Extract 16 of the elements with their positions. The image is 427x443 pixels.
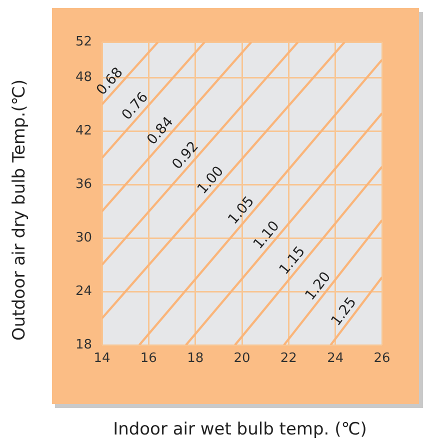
y-tick-label: 36	[75, 176, 92, 192]
x-tick-label: 20	[234, 351, 250, 366]
y-tick-label: 52	[75, 34, 92, 50]
x-axis-title: Indoor air wet bulb temp. (℃)	[113, 419, 367, 440]
x-tick-label: 22	[280, 351, 297, 366]
x-tick-label: 14	[94, 351, 110, 366]
y-axis-title: Outdoor air dry bulb Temp.(℃)	[9, 79, 30, 341]
x-tick-label: 18	[187, 351, 204, 366]
y-tick-label: 42	[75, 123, 92, 138]
x-tick-label: 16	[140, 351, 157, 366]
y-tick-label: 30	[75, 230, 92, 246]
x-tick-label: 24	[327, 351, 344, 366]
y-tick-label: 18	[75, 337, 92, 352]
y-tick-label: 48	[75, 70, 92, 86]
y-tick-label: 24	[75, 284, 92, 299]
x-tick-label: 26	[374, 351, 390, 366]
